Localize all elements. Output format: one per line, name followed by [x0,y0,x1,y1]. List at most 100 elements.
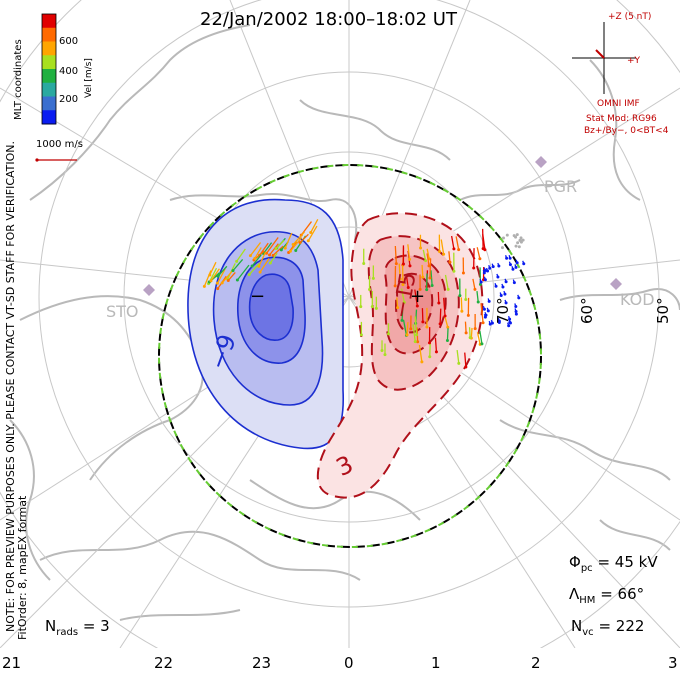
imf-y-label: +Y [627,56,641,66]
mlt-tick-3: 3 [668,654,678,672]
velocity-vector-origin [438,322,442,326]
stat-n-rads-value: = 3 [82,617,110,635]
station-marker-pgr [535,156,547,168]
velocity-vector-origin [490,321,494,325]
imf-condition: Bz+/By−, 0<BT<4 [584,126,669,136]
velocity-vector-origin [517,296,521,300]
velocity-vector-origin [499,293,503,297]
velocity-vector [460,297,463,312]
velocity-vector [269,252,278,264]
velocity-vector-origin [415,333,419,337]
velocity-vector-origin [288,249,292,253]
velocity-vector [284,232,293,249]
station-marker-sto [143,284,155,296]
station-sto: STO [106,302,139,321]
velocity-vector [476,332,481,345]
velocity-vector-origin [464,331,468,335]
velocity-vector-origin [402,300,406,304]
stat-n-vc-value: = 222 [598,617,645,635]
velocity-vector-origin [226,278,230,282]
velocity-vector-origin [430,283,434,287]
velocity-vector [418,344,423,362]
velocity-vector-origin [497,264,501,268]
velocity-vector [299,233,309,244]
velocity-vector [272,245,284,256]
velocity-vector [434,337,438,352]
velocity-vector-origin [473,287,477,291]
velocity-vector [430,270,433,286]
velocity-vector-origin [274,247,278,251]
velocity-vector-origin [396,306,400,310]
velocity-vector [402,319,408,336]
mlt-tick-23: 23 [252,654,272,672]
velocity-vector-origin [505,233,509,237]
velocity-vector-origin [487,299,491,303]
velocity-vector [448,251,451,263]
velocity-vector [421,264,424,278]
velocity-vector-origin [504,301,508,305]
velocity-vector-origin [452,269,456,273]
negative-cell-core [248,273,294,341]
velocity-vector [426,253,430,266]
map-title: 22/Jan/2002 18:00–18:02 UT [200,9,457,30]
velocity-vector-origin [508,256,512,260]
velocity-vector [232,259,244,272]
stat-n-vc: Nvc = 222 [571,617,644,638]
velocity-vector [412,324,416,342]
velocity-vector-origin [362,261,366,265]
velocity-vector-origin [415,304,419,308]
velocity-vector-origin [484,313,488,317]
velocity-vector [400,288,405,303]
velocity-vector-origin [514,312,518,316]
velocity-vector-origin [298,241,302,245]
velocity-vector-origin [370,305,374,309]
velocity-vector-origin [514,265,518,269]
velocity-vector-origin [483,278,487,282]
velocity-vector-origin [519,238,523,242]
velocity-vector-origin [515,261,519,265]
stat-phi-pc-sub: pc [580,563,593,574]
velocity-vector-origin [478,257,482,261]
potential-max-mark: + [410,286,426,307]
velocity-vector-origin [496,275,500,279]
velocity-vector-origin [514,309,518,313]
velocity-vector [265,237,279,254]
velocity-vector-origin [516,241,520,245]
velocity-vector-origin [482,271,486,275]
velocity-vector-origin [291,243,295,247]
velocity-vector [444,317,449,328]
velocity-vector-origin [250,264,254,268]
lat-label-50: 50° [654,297,672,324]
velocity-vector-origin [505,256,509,260]
velocity-vector [258,251,267,267]
velocity-vector [227,272,236,281]
velocity-vector-origin [517,245,521,249]
velocity-vector [203,270,212,287]
velocity-vector-origin [393,284,397,288]
velocity-vector [422,249,427,261]
velocity-vector-origin [473,327,477,331]
velocity-vector-origin [503,292,507,296]
velocity-vector [444,274,449,290]
velocity-vector-origin [482,307,486,311]
stat-lambda-hm-sub: HM [579,595,596,606]
imf-dial [572,22,636,94]
imf-source: OMNI IMF [597,99,640,109]
velocity-vector-origin [502,236,506,240]
velocity-vector [254,247,262,259]
velocity-vector-origin [501,285,505,289]
velocity-vector-origin [418,287,422,291]
velocity-vector [217,265,228,277]
colorbar-tick-400: 400 [59,66,79,77]
velocity-vector [236,248,246,262]
potential-min-mark: − [250,286,266,307]
velocity-vector-origin [383,353,387,357]
station-markers [143,156,622,296]
velocity-vector-origin [488,266,492,270]
velocity-vector-origin [483,269,487,273]
velocity-vector-origin [235,259,239,263]
coordinate-label: MLT coordinates [13,39,24,120]
velocity-vector-origin [408,264,412,268]
velocity-vector-origin [421,275,425,279]
velocity-vector-origin [457,248,461,252]
